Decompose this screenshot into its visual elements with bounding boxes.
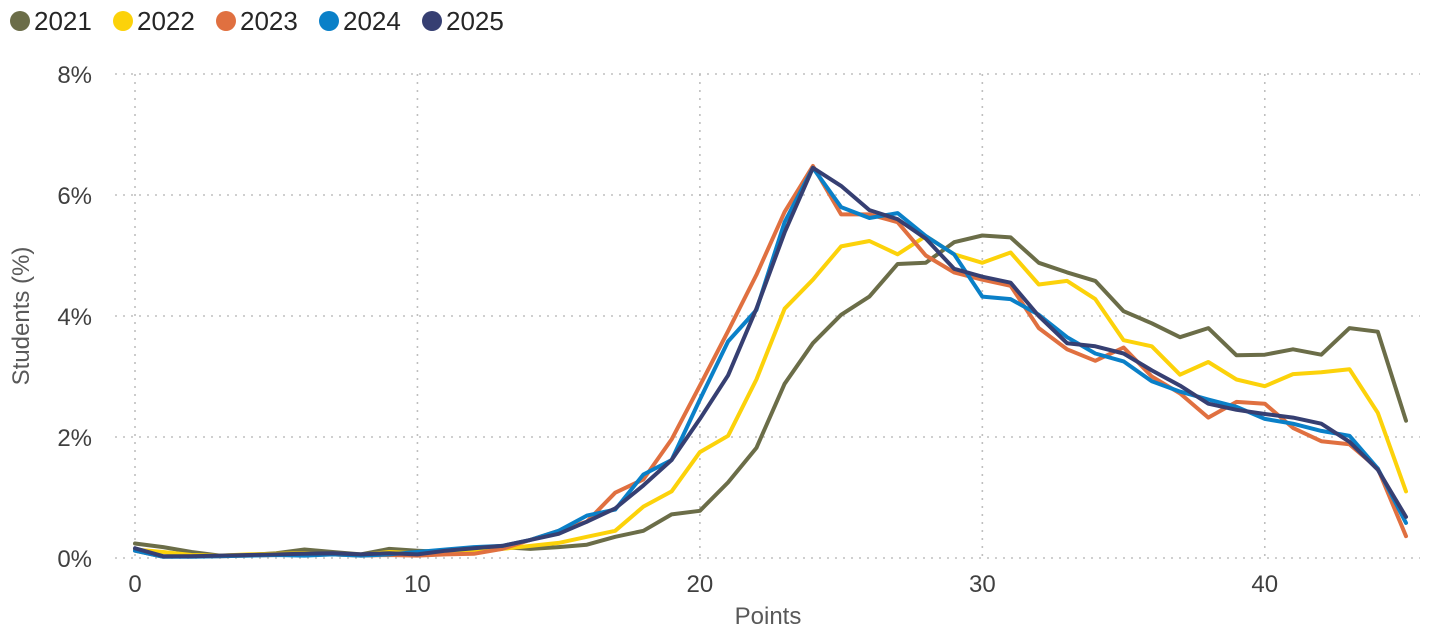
x-tick-label: 40 bbox=[1251, 571, 1278, 598]
x-axis-title: Points bbox=[735, 603, 802, 630]
legend-label: 2024 bbox=[343, 6, 401, 36]
legend-item-2024: 2024 bbox=[319, 6, 401, 36]
legend: 2021 2022 2023 2024 2025 bbox=[10, 6, 504, 36]
series-line-2021 bbox=[135, 236, 1406, 556]
y-axis-tick-labels: 0% 2% 4% 6% 8% bbox=[57, 62, 92, 573]
legend-label: 2022 bbox=[137, 6, 195, 36]
y-tick-label: 8% bbox=[57, 62, 92, 89]
legend-item-2025: 2025 bbox=[422, 6, 504, 36]
x-axis-tick-labels: 0 10 20 30 40 bbox=[128, 571, 1278, 598]
series-line-2025 bbox=[135, 168, 1406, 556]
y-tick-label: 2% bbox=[57, 425, 92, 452]
grid-lines bbox=[115, 74, 1420, 558]
series-lines bbox=[135, 166, 1406, 557]
legend-item-2022: 2022 bbox=[113, 6, 195, 36]
y-tick-label: 4% bbox=[57, 304, 92, 331]
x-tick-label: 30 bbox=[969, 571, 996, 598]
legend-marker bbox=[10, 11, 30, 31]
legend-label: 2021 bbox=[34, 6, 92, 36]
legend-marker bbox=[216, 11, 236, 31]
series-line-2024 bbox=[135, 168, 1406, 557]
series-line-2023 bbox=[135, 166, 1406, 557]
legend-marker bbox=[319, 11, 339, 31]
series-line-2022 bbox=[135, 236, 1406, 555]
x-tick-label: 0 bbox=[128, 571, 141, 598]
legend-item-2023: 2023 bbox=[216, 6, 298, 36]
legend-marker bbox=[422, 11, 442, 31]
legend-label: 2025 bbox=[446, 6, 504, 36]
legend-marker bbox=[113, 11, 133, 31]
y-axis-title: Students (%) bbox=[8, 247, 35, 386]
legend-item-2021: 2021 bbox=[10, 6, 92, 36]
x-tick-label: 10 bbox=[404, 571, 431, 598]
legend-label: 2023 bbox=[240, 6, 298, 36]
y-tick-label: 0% bbox=[57, 546, 92, 573]
y-tick-label: 6% bbox=[57, 183, 92, 210]
x-tick-label: 20 bbox=[687, 571, 714, 598]
